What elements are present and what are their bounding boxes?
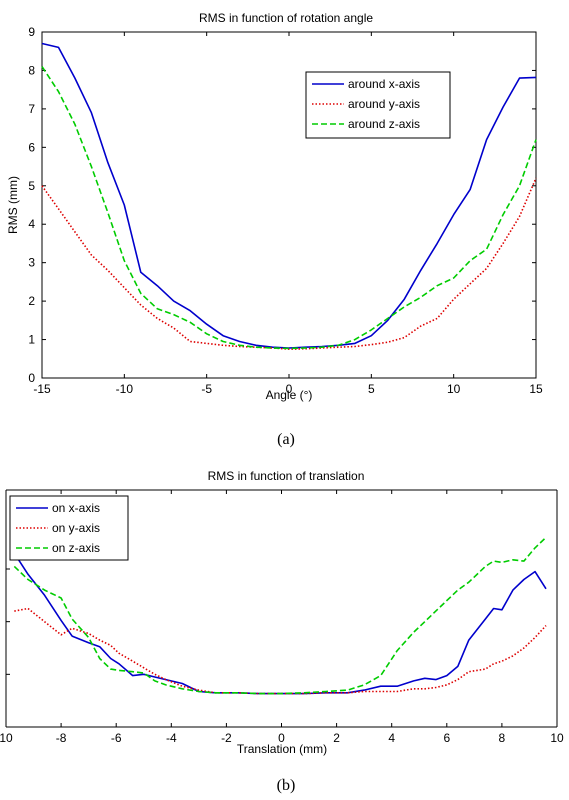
legend-label-1: on x-axis xyxy=(52,501,100,515)
y-axis-label: RMS (mm) xyxy=(6,176,20,234)
y-tick-label: 7 xyxy=(28,102,35,116)
x-tick-label: -2 xyxy=(221,731,232,745)
legend: on x-axis on y-axis on z-axis xyxy=(9,495,129,561)
y-tick-label: 1 xyxy=(28,333,35,347)
x-tick-label: -4 xyxy=(166,731,177,745)
legend-box xyxy=(9,495,129,561)
legend-label-3: on z-axis xyxy=(52,541,100,555)
x-tick-label: 0 xyxy=(278,731,285,745)
y-tick-label: 9 xyxy=(28,25,35,39)
chart-rotation: RMS in function of rotation angle -15 -10… xyxy=(6,11,543,448)
x-tick-label: 5 xyxy=(368,382,375,396)
y-tick-label: 2 xyxy=(28,294,35,308)
x-tick-label: 10 xyxy=(0,731,13,745)
legend-label-1: around x-axis xyxy=(348,77,420,91)
series-line-3 xyxy=(41,66,537,350)
y-tick-label: 3 xyxy=(28,256,35,270)
legend-label-3: around z-axis xyxy=(348,117,420,131)
legend: around x-axis around y-axis around z-axis xyxy=(305,71,451,139)
y-tick-label: 0 xyxy=(28,371,35,385)
x-tick-label: 4 xyxy=(388,731,395,745)
x-tick-label: 2 xyxy=(333,731,340,745)
x-tick-label: -5 xyxy=(201,382,212,396)
series-line-1 xyxy=(41,42,537,349)
x-tick-label: 10 xyxy=(550,731,564,745)
legend-label-2: around y-axis xyxy=(348,97,420,111)
x-tick-label: -15 xyxy=(33,382,51,396)
chart-title: RMS in function of translation xyxy=(208,469,365,483)
x-axis-label: Angle (°) xyxy=(266,388,313,402)
x-tick-label: 0 xyxy=(286,382,293,396)
x-tick-label: 6 xyxy=(443,731,450,745)
x-tick-label: 15 xyxy=(529,382,543,396)
x-tick-label: -10 xyxy=(116,382,134,396)
plot-frame xyxy=(41,31,537,379)
series-line-2 xyxy=(14,607,547,695)
x-axis-label: Translation (mm) xyxy=(237,742,327,756)
figure-caption: (b) xyxy=(277,777,296,794)
y-tick-label: 5 xyxy=(28,179,35,193)
figure-caption: (a) xyxy=(277,431,295,448)
legend-box xyxy=(305,71,451,139)
legend-label-2: on y-axis xyxy=(52,521,100,535)
x-tick-label: -8 xyxy=(56,731,67,745)
series-line-2 xyxy=(41,177,537,351)
y-tick-label: 8 xyxy=(28,63,35,77)
series-line-1 xyxy=(13,552,547,695)
series-line-3 xyxy=(13,536,547,695)
y-tick-label: 6 xyxy=(28,140,35,154)
x-tick-label: -6 xyxy=(111,731,122,745)
x-tick-label: 10 xyxy=(447,382,461,396)
y-tick-label: 4 xyxy=(28,217,35,231)
chart-translation: RMS in function of translation 10 -8 -6 -4 -… xyxy=(0,469,564,794)
x-tick-label: 8 xyxy=(499,731,506,745)
chart-title: RMS in function of rotation angle xyxy=(199,11,373,25)
